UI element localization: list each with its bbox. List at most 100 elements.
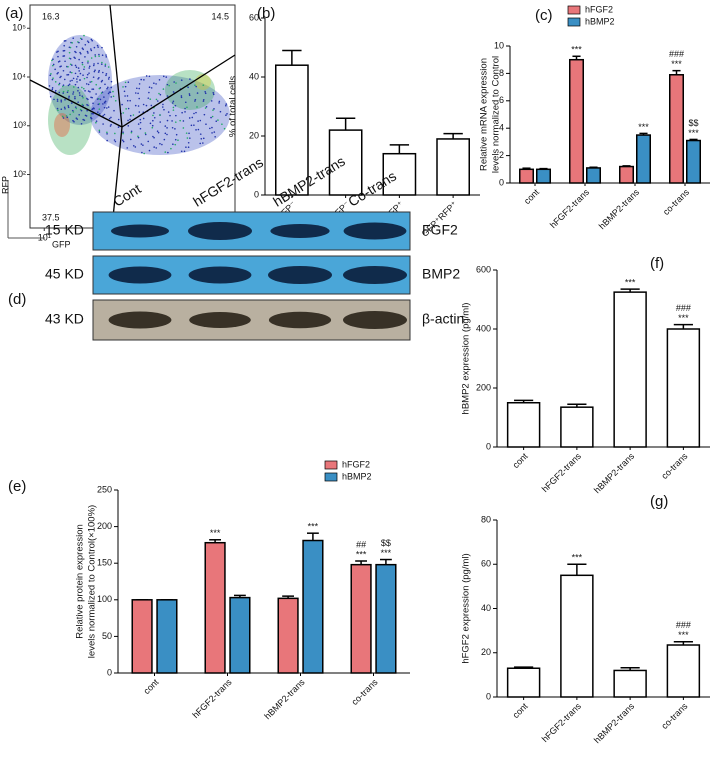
event-dot <box>218 100 221 103</box>
event-dot <box>202 142 204 144</box>
bar <box>229 596 251 674</box>
event-dot <box>95 120 98 122</box>
event-dot <box>193 112 195 115</box>
significance-mark: *** <box>688 128 699 138</box>
event-dot <box>74 57 76 60</box>
event-dot <box>179 119 181 122</box>
event-dot <box>166 127 168 129</box>
y-tick-label: 100 <box>97 594 112 604</box>
event-dot <box>167 111 170 113</box>
event-dot <box>152 114 154 117</box>
event-dot <box>108 76 110 79</box>
event-dot <box>174 104 177 107</box>
event-dot <box>175 133 178 136</box>
legend-swatch <box>567 17 581 27</box>
event-dot <box>197 128 200 131</box>
event-dot <box>172 143 174 146</box>
event-dot <box>112 95 115 98</box>
event-dot <box>223 127 226 130</box>
event-dot <box>90 38 93 41</box>
event-dot <box>137 92 139 95</box>
event-dot <box>162 75 165 78</box>
event-dot <box>57 50 59 53</box>
event-dot <box>70 71 73 74</box>
legend-swatch <box>324 472 338 482</box>
significance-mark: *** <box>308 522 319 532</box>
event-dot <box>76 118 79 120</box>
density-cloud <box>165 70 215 110</box>
event-dot <box>98 55 100 57</box>
size-label: 15 KD <box>45 222 84 238</box>
event-dot <box>101 79 104 82</box>
event-dot <box>170 147 172 150</box>
event-dot <box>87 60 89 62</box>
event-dot <box>68 95 70 98</box>
event-dot <box>77 75 79 78</box>
event-dot <box>117 126 120 128</box>
blot-band <box>268 266 332 284</box>
event-dot <box>162 103 164 106</box>
event-dot <box>141 151 143 154</box>
event-dot <box>49 95 52 98</box>
x-tick-label: co-trans <box>661 187 691 217</box>
event-dot <box>63 55 66 57</box>
event-dot <box>98 69 100 72</box>
event-dot <box>211 126 213 129</box>
x-tick-label: hBMP2-trans <box>597 187 642 232</box>
bar <box>586 167 601 184</box>
event-dot <box>187 146 190 148</box>
event-dot <box>60 108 63 110</box>
event-dot <box>81 95 84 97</box>
event-dot <box>54 81 57 83</box>
event-dot <box>89 90 91 93</box>
event-dot <box>106 131 108 134</box>
event-dot <box>123 90 126 93</box>
event-dot <box>186 137 189 139</box>
event-dot <box>225 103 228 105</box>
event-dot <box>171 120 173 122</box>
event-dot <box>163 108 165 111</box>
bar <box>686 139 701 184</box>
bar <box>669 74 684 184</box>
event-dot <box>158 92 160 95</box>
event-dot <box>188 93 191 95</box>
event-dot <box>122 140 125 143</box>
event-dot <box>75 117 78 119</box>
y-tick-label: 50 <box>102 631 112 641</box>
event-dot <box>69 57 72 60</box>
y-tick-label: 10⁴ <box>12 71 26 81</box>
event-dot <box>74 64 77 67</box>
event-dot <box>76 81 78 83</box>
event-dot <box>86 97 88 100</box>
event-dot <box>127 81 130 84</box>
event-dot <box>73 120 75 123</box>
event-dot <box>107 78 110 80</box>
event-dot <box>61 85 64 88</box>
event-dot <box>86 103 88 106</box>
event-dot <box>79 37 82 40</box>
event-dot <box>129 118 131 121</box>
event-dot <box>226 112 228 115</box>
event-dot <box>72 93 74 95</box>
event-dot <box>166 133 168 136</box>
panel-label: (c) <box>535 7 553 24</box>
event-dot <box>142 144 144 146</box>
event-dot <box>172 91 175 93</box>
x-axis-label: GFP <box>52 239 71 249</box>
bar <box>275 64 309 196</box>
event-dot <box>52 63 55 66</box>
event-dot <box>174 128 176 130</box>
event-dot <box>200 137 203 140</box>
event-dot <box>210 116 212 119</box>
blot-band <box>188 222 252 240</box>
event-dot <box>168 84 170 87</box>
event-dot <box>86 50 89 53</box>
event-dot <box>60 65 62 67</box>
event-dot <box>117 118 120 121</box>
event-dot <box>79 72 82 75</box>
event-dot <box>106 87 108 90</box>
size-label: 43 KD <box>45 311 84 327</box>
event-dot <box>75 51 77 54</box>
event-dot <box>180 150 183 153</box>
event-dot <box>122 132 124 135</box>
